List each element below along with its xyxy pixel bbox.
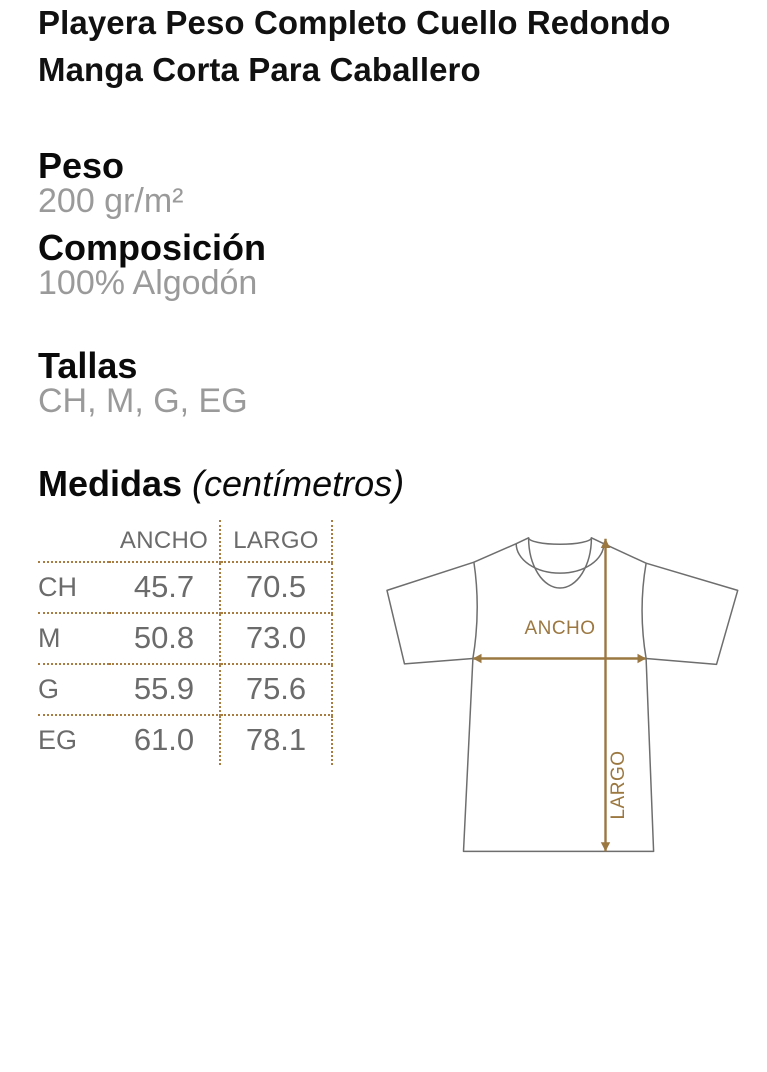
svg-text:ANCHO: ANCHO bbox=[524, 618, 595, 639]
svg-text:LARGO: LARGO bbox=[608, 750, 629, 819]
